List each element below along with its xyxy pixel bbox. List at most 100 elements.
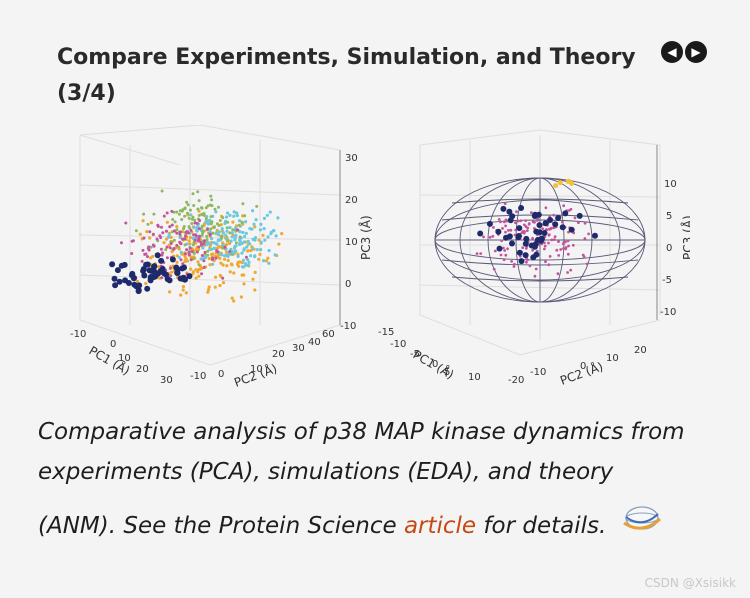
right-3d-plot: 10 5 0 -5 -10 PC3 (Å) -15 -10 -5 0 5 10 …	[378, 129, 690, 388]
scatter-point	[165, 229, 168, 233]
scatter-point	[552, 238, 556, 241]
scatter-point	[229, 252, 233, 256]
scatter-point	[168, 266, 172, 270]
scatter-point	[477, 230, 484, 237]
scatter-point	[171, 218, 175, 221]
arrow-right-circle-icon: ▶	[691, 45, 701, 59]
scatter-point	[202, 242, 206, 246]
scatter-point	[202, 211, 206, 215]
scatter-point	[147, 277, 154, 284]
scatter-point	[245, 245, 249, 249]
scatter-point	[240, 251, 244, 255]
scatter-point	[258, 252, 262, 256]
scatter-point	[206, 253, 210, 257]
scatter-point	[168, 290, 172, 294]
scatter-point	[561, 220, 564, 224]
right-z-axis-label: PC3 (Å)	[680, 215, 690, 260]
scatter-point	[189, 255, 193, 259]
scatter-point	[492, 226, 495, 229]
scatter-point	[566, 252, 570, 256]
scatter-point	[175, 228, 179, 232]
article-link[interactable]: article	[403, 513, 477, 539]
scatter-point	[191, 192, 195, 196]
arrow-left-circle-icon: ◀	[667, 45, 677, 59]
scatter-point	[556, 272, 560, 276]
scatter-point	[248, 242, 252, 246]
scatter-point	[516, 219, 520, 223]
scatter-point	[557, 254, 561, 257]
scatter-point	[189, 213, 193, 217]
scatter-point	[196, 260, 200, 264]
scatter-point	[562, 242, 565, 246]
scatter-point	[249, 254, 253, 258]
scatter-point	[141, 219, 145, 223]
scatter-point	[528, 264, 532, 268]
scatter-point	[218, 273, 222, 278]
scatter-point	[504, 253, 508, 257]
scatter-point	[541, 230, 548, 236]
scatter-point	[210, 258, 214, 261]
scatter-point	[208, 218, 212, 222]
scatter-point	[225, 226, 229, 230]
scatter-point	[146, 255, 149, 259]
scatter-point	[235, 211, 239, 215]
left-x-tick: 20	[136, 364, 149, 375]
scatter-point	[196, 239, 200, 243]
scatter-point	[225, 215, 229, 219]
scatter-point	[169, 256, 176, 263]
scatter-point	[114, 267, 121, 274]
scatter-point	[184, 291, 188, 295]
scatter-point	[183, 254, 187, 259]
left-y-tick: 30	[292, 343, 305, 354]
scatter-point	[515, 234, 522, 241]
scatter-point	[251, 237, 255, 241]
scatter-point	[492, 267, 496, 271]
scatter-point	[125, 280, 132, 286]
scatter-point	[253, 270, 257, 274]
left-z-tick: 20	[345, 195, 358, 206]
scatter-point	[221, 231, 225, 235]
scatter-point	[238, 219, 242, 223]
scatter-point	[183, 214, 187, 218]
caption-text-after-link: for details.	[476, 513, 607, 539]
scatter-point	[552, 213, 556, 217]
scatter-point	[177, 212, 181, 216]
prev-slide-button[interactable]: ◀	[661, 41, 683, 63]
scatter-point	[230, 235, 234, 239]
scatter-point	[112, 282, 119, 289]
scatter-point	[210, 252, 214, 256]
scatter-point	[482, 235, 485, 239]
scatter-point	[206, 249, 210, 253]
scatter-point	[184, 258, 188, 262]
scatter-point	[531, 220, 535, 224]
next-slide-button[interactable]: ▶	[685, 41, 707, 63]
scatter-point	[219, 261, 223, 265]
scatter-point	[230, 296, 234, 300]
scatter-point	[567, 244, 570, 248]
left-x-tick: 0	[110, 339, 116, 350]
scatter-point	[187, 253, 191, 257]
scatter-point	[172, 247, 176, 251]
left-z-tick: 30	[345, 153, 358, 164]
scatter-point	[240, 221, 244, 225]
scatter-point	[173, 220, 177, 224]
scatter-point	[217, 230, 221, 234]
scatter-point	[206, 290, 210, 294]
scatter-point	[135, 288, 142, 295]
scatter-point	[209, 227, 213, 231]
scatter-point	[536, 219, 539, 222]
scatter-point	[202, 259, 206, 263]
scatter-point	[499, 220, 502, 224]
left-z-tick: 0	[345, 279, 351, 290]
scatter-point	[180, 276, 187, 282]
scatter-point	[562, 204, 566, 208]
scatter-point	[184, 252, 187, 256]
scatter-point	[519, 219, 523, 223]
scatter-point	[190, 222, 194, 225]
scatter-point	[181, 264, 187, 271]
scatter-point	[265, 213, 269, 217]
right-x-tick: -10	[390, 339, 406, 350]
scatter-point	[510, 260, 513, 263]
scatter-point	[205, 234, 209, 238]
scatter-point	[228, 225, 232, 230]
